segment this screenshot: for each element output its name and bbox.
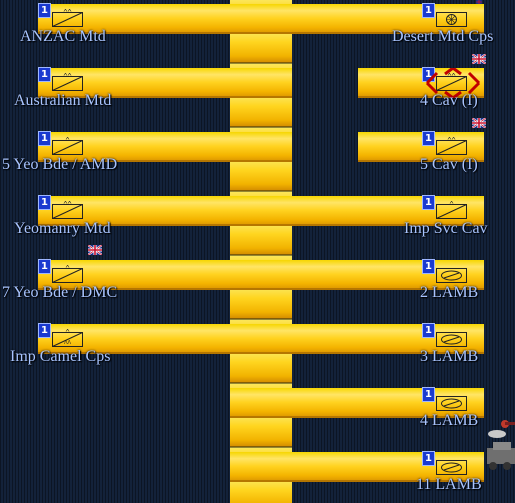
org-bar-row-1 [38, 4, 484, 34]
armored-car-sprite-icon [487, 420, 515, 470]
unit-yeomanry-mtd[interactable]: 1 XX [38, 195, 86, 221]
cavalry-unit-icon: XX [52, 73, 83, 91]
cavalry-unit-icon: XX [52, 201, 83, 219]
unit-desert-mtd-cps[interactable]: 1 [422, 3, 470, 29]
unit-imp-camel-cps[interactable]: 1 X ΛΛ [38, 323, 86, 349]
corps-hq-icon [436, 12, 467, 27]
unit-imp-svc-cav[interactable]: 1 X [422, 195, 470, 221]
strength-badge: 1 [422, 131, 435, 146]
strength-badge: 1 [422, 451, 435, 466]
unit-3-lamb[interactable]: 1 [422, 323, 470, 349]
unit-label-anzac-mtd[interactable]: ANZAC Mtd [20, 28, 106, 45]
armored-car-unit-icon [436, 332, 467, 347]
unit-label-3-lamb[interactable]: 3 LAMB [420, 348, 479, 365]
cavalry-unit-icon: X [52, 137, 83, 155]
cavalry-unit-icon: X [52, 265, 83, 283]
strength-badge: 1 [422, 195, 435, 210]
echelon-mark: XX [63, 201, 71, 206]
unit-label-4-cav-i[interactable]: 4 Cav (I) [420, 92, 478, 109]
org-bar-row-2-right [358, 68, 484, 98]
org-bar-row-4 [38, 196, 484, 226]
armored-car-unit-icon [436, 396, 467, 411]
cavalry-unit-icon: XX [436, 137, 467, 155]
cavalry-unit-icon: XX [436, 73, 467, 91]
strength-badge: 1 [422, 3, 435, 18]
unit-label-5-cav-i[interactable]: 5 Cav (I) [420, 156, 478, 173]
strength-badge: 1 [38, 259, 51, 274]
strength-badge: 1 [422, 259, 435, 274]
unit-label-yeomanry-mtd[interactable]: Yeomanry Mtd [14, 220, 111, 237]
echelon-mark: X [65, 265, 69, 270]
cavalry-unit-icon: X [436, 201, 467, 219]
strength-badge: 1 [422, 323, 435, 338]
unit-label-imp-camel-cps[interactable]: Imp Camel Cps [10, 348, 111, 365]
strength-badge: 1 [38, 195, 51, 210]
unit-label-11-lamb[interactable]: 11 LAMB [416, 476, 482, 493]
echelon-mark: X [65, 137, 69, 142]
unit-11-lamb[interactable]: 1 [422, 451, 470, 477]
org-bar-row-3-left [38, 132, 292, 162]
union-jack-flag-icon [88, 245, 102, 255]
unit-label-7-yeo-bde[interactable]: 7 Yeo Bde / DMC [2, 284, 118, 301]
echelon-mark: X [65, 329, 69, 334]
org-bar-row-5 [38, 260, 484, 290]
svg-text:ΛΛ: ΛΛ [64, 340, 71, 346]
unit-label-australian-mtd[interactable]: Australian Mtd [14, 92, 112, 109]
unit-label-imp-svc-cav[interactable]: Imp Svc Cav [404, 220, 488, 237]
unit-label-5-yeo-bde[interactable]: 5 Yeo Bde / AMD [2, 156, 118, 173]
union-jack-flag-icon [476, 0, 482, 4]
unit-label-4-lamb[interactable]: 4 LAMB [420, 412, 479, 429]
unit-4-lamb[interactable]: 1 [422, 387, 470, 413]
org-bar-row-3-right [358, 132, 484, 162]
armored-car-unit-icon [436, 268, 467, 283]
org-bar-row-2-left [38, 68, 292, 98]
union-jack-flag-icon [472, 54, 486, 64]
strength-badge: 1 [38, 323, 51, 338]
unit-label-2-lamb[interactable]: 2 LAMB [420, 284, 479, 301]
selection-marker-icon [425, 68, 481, 98]
echelon-mark: XX [63, 73, 71, 78]
unit-label-desert-mtd-cps[interactable]: Desert Mtd Cps [392, 28, 494, 45]
org-bar-row-6 [38, 324, 484, 354]
echelon-mark: XX [447, 137, 455, 142]
armored-car-unit-icon [436, 460, 467, 475]
strength-badge: 1 [422, 387, 435, 402]
unit-5-yeo-bde[interactable]: 1 X [38, 131, 86, 157]
unit-5-cav-i[interactable]: 1 XX [422, 131, 470, 157]
unit-7-yeo-bde[interactable]: 1 X [38, 259, 86, 285]
unit-2-lamb[interactable]: 1 [422, 259, 470, 285]
echelon-mark: X [449, 201, 453, 206]
union-jack-flag-icon [472, 118, 486, 128]
echelon-mark: XX [63, 9, 71, 14]
strength-badge: 1 [38, 131, 51, 146]
echelon-mark: XX [447, 73, 455, 78]
unit-australian-mtd[interactable]: 1 XX [38, 67, 86, 93]
strength-badge: 1 [38, 3, 51, 18]
camel-unit-icon: X ΛΛ [52, 329, 83, 347]
unit-anzac-mtd[interactable]: 1 XX [38, 3, 86, 29]
cavalry-unit-icon: XX [52, 9, 83, 27]
strength-badge: 1 [38, 67, 51, 82]
